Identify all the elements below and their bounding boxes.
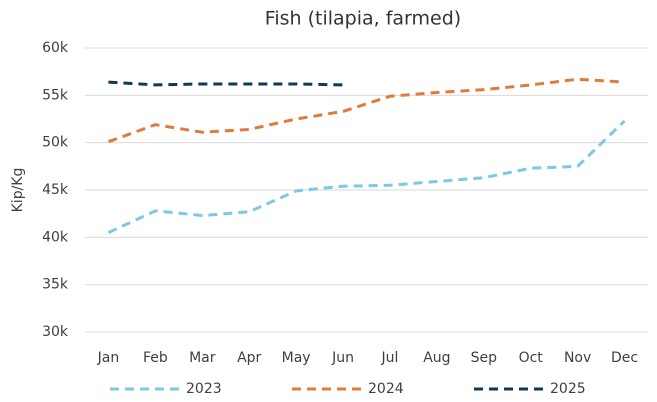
x-tick-label: Mar [189,350,216,366]
y-tick-label: 30k [42,324,69,340]
x-tick-label: Feb [143,350,168,366]
y-tick-label: 45k [42,182,69,198]
x-tick-label: Apr [237,350,261,366]
series-line [107,119,626,234]
legend-label: 2025 [550,381,586,397]
x-tick-label: May [282,350,311,366]
legend-label: 2023 [186,381,222,397]
y-tick-label: 40k [42,229,69,245]
y-tick-label: 60k [42,40,69,56]
y-tick-label: 35k [42,277,69,293]
x-tick-label: Dec [611,350,638,366]
x-tick-label: Jul [381,350,399,366]
x-tick-label: Oct [519,350,544,366]
x-tick-label: Nov [564,350,591,366]
x-tick-label: Jan [97,350,120,366]
y-tick-label: 50k [42,135,69,151]
x-tick-label: Sep [471,350,498,366]
y-axis-label: Kip/Kg [10,168,26,213]
y-tick-label: 55k [42,87,69,103]
series-line [108,80,344,87]
x-tick-label: Jun [331,350,354,366]
chart-title: Fish (tilapia, farmed) [265,8,461,30]
x-tick-label: Aug [423,350,450,366]
legend-label: 2024 [368,381,404,397]
series-line [107,77,625,144]
